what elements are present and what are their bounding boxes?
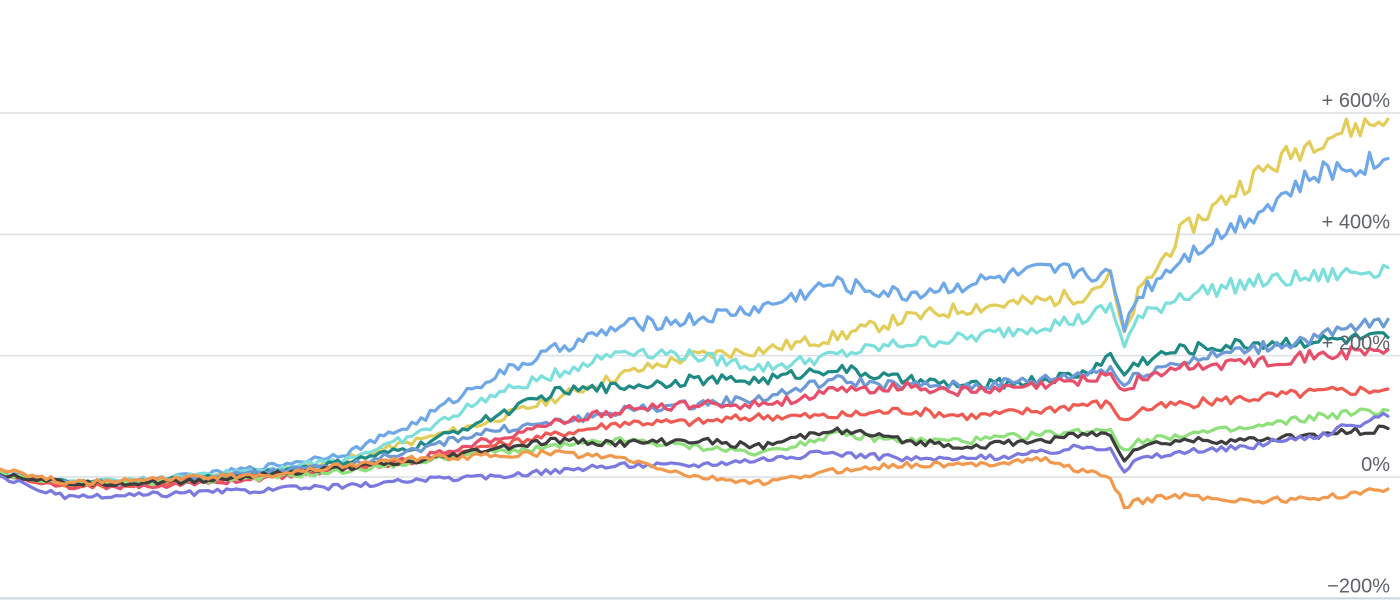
series-line-11 (0, 449, 1390, 510)
series-line-2 (0, 150, 1390, 487)
series-line-1 (0, 117, 1390, 489)
series-line-9 (0, 424, 1390, 488)
y-tick-label-200: + 200% (1322, 333, 1391, 355)
y-tick-label-minus-200: −200% (1327, 575, 1390, 597)
series-lines (0, 117, 1390, 510)
gridlines (0, 112, 1400, 600)
y-tick-label-400: + 400% (1322, 211, 1391, 233)
y-tick-label-600: + 600% (1322, 90, 1391, 112)
y-axis-labels: + 600% + 400% + 200% 0% −200% (1322, 90, 1391, 597)
series-line-10 (0, 411, 1390, 501)
series-line-6 (0, 345, 1390, 491)
y-tick-label-0: 0% (1361, 454, 1390, 476)
